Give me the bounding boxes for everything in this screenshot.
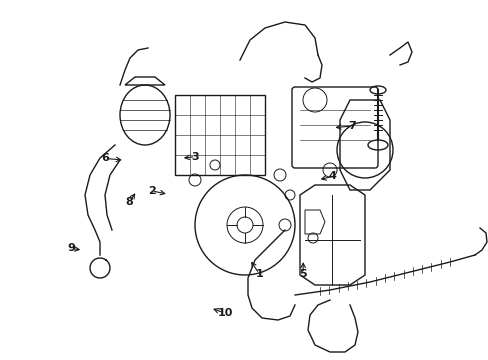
Text: 5: 5 — [299, 269, 306, 279]
Text: 4: 4 — [328, 171, 336, 181]
Text: 9: 9 — [67, 243, 75, 253]
Text: 8: 8 — [125, 197, 133, 207]
Text: 10: 10 — [217, 308, 232, 318]
Text: 2: 2 — [147, 186, 155, 196]
Text: 3: 3 — [191, 152, 199, 162]
Text: 7: 7 — [347, 121, 355, 131]
Text: 6: 6 — [101, 153, 109, 163]
Text: 1: 1 — [255, 269, 263, 279]
